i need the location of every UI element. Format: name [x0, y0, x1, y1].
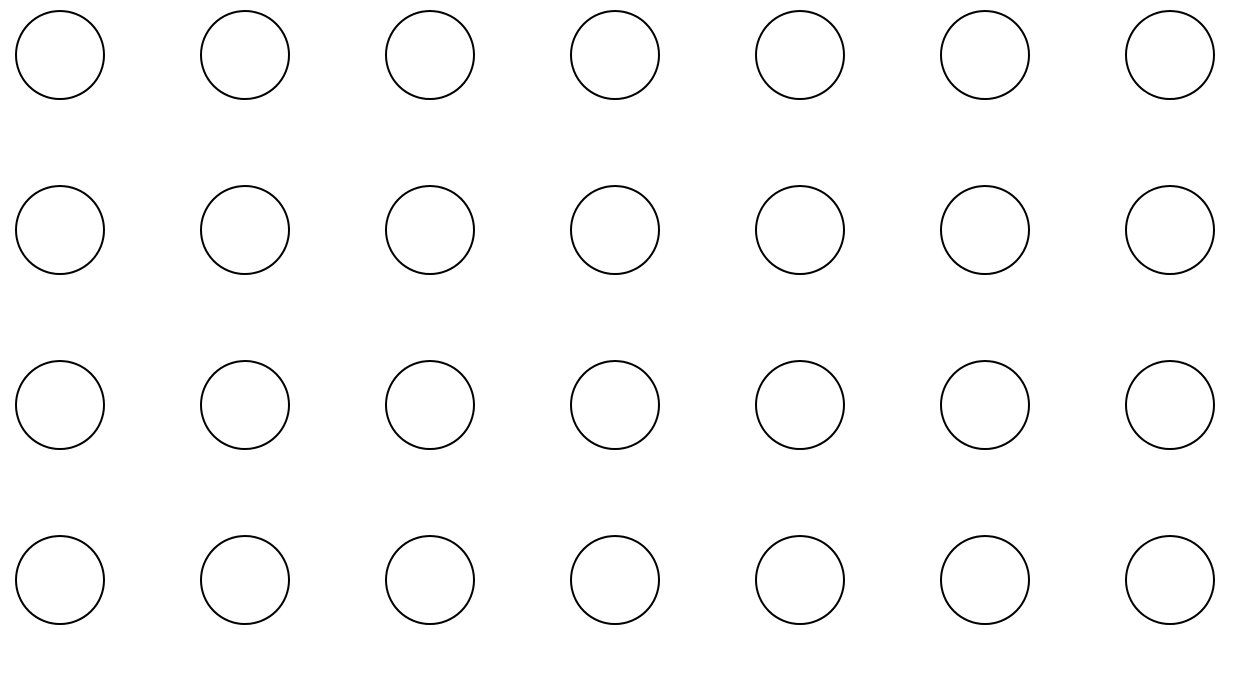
circle-icon	[570, 185, 660, 275]
circle-icon	[385, 185, 475, 275]
circle-icon	[940, 535, 1030, 625]
circle-icon	[940, 185, 1030, 275]
circle-icon	[15, 185, 105, 275]
circle-icon	[200, 185, 290, 275]
circle-icon	[570, 360, 660, 450]
circle-icon	[1125, 185, 1215, 275]
circle-icon	[385, 535, 475, 625]
circle-icon	[15, 360, 105, 450]
circle-icon	[940, 10, 1030, 100]
circle-icon	[385, 10, 475, 100]
circle-icon	[755, 10, 845, 100]
circle-icon	[1125, 10, 1215, 100]
circle-icon	[1125, 535, 1215, 625]
circle-grid	[0, 0, 1240, 681]
circle-icon	[755, 535, 845, 625]
circle-icon	[200, 535, 290, 625]
circle-icon	[200, 10, 290, 100]
circle-icon	[570, 535, 660, 625]
circle-icon	[15, 535, 105, 625]
circle-icon	[200, 360, 290, 450]
circle-icon	[755, 185, 845, 275]
circle-icon	[940, 360, 1030, 450]
circle-icon	[1125, 360, 1215, 450]
circle-icon	[15, 10, 105, 100]
circle-icon	[385, 360, 475, 450]
circle-icon	[755, 360, 845, 450]
circle-icon	[570, 10, 660, 100]
